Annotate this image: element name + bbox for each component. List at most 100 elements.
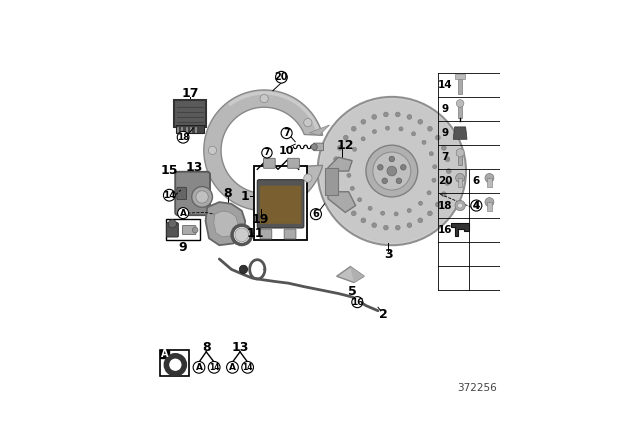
Text: 8: 8 <box>202 341 211 354</box>
Circle shape <box>361 119 366 124</box>
Circle shape <box>333 181 339 185</box>
Circle shape <box>358 198 362 202</box>
Text: 14: 14 <box>243 363 253 372</box>
Text: 13: 13 <box>186 161 203 174</box>
Text: 8: 8 <box>223 187 232 200</box>
Circle shape <box>337 146 342 151</box>
Text: 4: 4 <box>473 201 480 211</box>
Text: 9: 9 <box>442 104 449 114</box>
Polygon shape <box>214 211 237 237</box>
FancyBboxPatch shape <box>259 185 302 224</box>
Circle shape <box>383 112 388 117</box>
Circle shape <box>350 186 355 190</box>
Circle shape <box>347 173 351 177</box>
Polygon shape <box>328 157 352 171</box>
Circle shape <box>260 198 268 206</box>
Bar <box>254 166 307 240</box>
Polygon shape <box>351 267 364 283</box>
Circle shape <box>352 297 363 308</box>
Text: 18: 18 <box>438 201 452 211</box>
Circle shape <box>422 140 426 144</box>
Bar <box>166 220 200 240</box>
Circle shape <box>351 126 356 131</box>
Text: 372256: 372256 <box>458 383 497 392</box>
Circle shape <box>317 97 466 245</box>
Text: 16: 16 <box>438 225 452 235</box>
Circle shape <box>177 131 189 143</box>
Circle shape <box>348 160 352 164</box>
Circle shape <box>304 174 312 182</box>
Circle shape <box>168 220 177 228</box>
Circle shape <box>351 211 356 216</box>
Circle shape <box>455 200 465 211</box>
Bar <box>455 74 465 79</box>
Circle shape <box>361 218 366 223</box>
FancyBboxPatch shape <box>264 158 275 168</box>
Circle shape <box>366 145 418 197</box>
Circle shape <box>389 156 395 162</box>
Circle shape <box>396 225 400 230</box>
Text: 10: 10 <box>279 146 294 156</box>
Circle shape <box>337 192 342 197</box>
Circle shape <box>368 206 372 211</box>
Circle shape <box>428 126 432 131</box>
Circle shape <box>418 119 422 124</box>
Circle shape <box>208 146 216 155</box>
Text: A: A <box>180 209 187 218</box>
Circle shape <box>193 362 205 373</box>
Circle shape <box>401 164 406 170</box>
Circle shape <box>239 265 248 273</box>
Circle shape <box>382 178 387 184</box>
Circle shape <box>435 135 440 140</box>
Circle shape <box>471 200 482 211</box>
Circle shape <box>333 168 337 173</box>
Text: 9: 9 <box>179 241 188 254</box>
Circle shape <box>361 137 365 141</box>
Circle shape <box>396 178 402 184</box>
Text: 6: 6 <box>473 177 480 186</box>
Circle shape <box>442 146 446 151</box>
Text: 1: 1 <box>241 190 250 202</box>
Text: 14: 14 <box>163 191 175 200</box>
Circle shape <box>163 190 175 201</box>
Circle shape <box>310 209 321 220</box>
Circle shape <box>378 164 383 170</box>
Text: A: A <box>229 363 236 372</box>
Text: 11: 11 <box>247 227 264 240</box>
Circle shape <box>242 362 253 373</box>
Polygon shape <box>451 224 468 236</box>
Bar <box>458 152 462 165</box>
Circle shape <box>418 218 422 223</box>
Circle shape <box>433 165 436 169</box>
Polygon shape <box>204 90 323 211</box>
Polygon shape <box>453 127 467 139</box>
Circle shape <box>232 225 252 245</box>
FancyBboxPatch shape <box>287 158 300 168</box>
Bar <box>458 178 462 187</box>
Bar <box>458 104 462 118</box>
Circle shape <box>196 191 208 203</box>
Circle shape <box>193 227 198 233</box>
Bar <box>458 76 462 94</box>
Text: 14: 14 <box>209 363 220 372</box>
FancyBboxPatch shape <box>314 143 323 151</box>
Polygon shape <box>337 267 364 283</box>
Circle shape <box>399 127 403 131</box>
FancyBboxPatch shape <box>177 187 187 200</box>
Circle shape <box>304 118 312 127</box>
Circle shape <box>381 211 385 215</box>
Text: 13: 13 <box>231 341 249 354</box>
Circle shape <box>445 181 450 185</box>
Circle shape <box>260 95 268 103</box>
Circle shape <box>235 228 249 242</box>
Circle shape <box>177 207 189 219</box>
FancyBboxPatch shape <box>166 223 179 237</box>
Circle shape <box>427 191 431 195</box>
Text: 7: 7 <box>284 128 290 138</box>
Bar <box>160 350 170 358</box>
Text: 14: 14 <box>438 80 452 90</box>
FancyBboxPatch shape <box>175 172 210 215</box>
FancyBboxPatch shape <box>284 229 296 239</box>
Circle shape <box>458 203 463 208</box>
Circle shape <box>383 225 388 230</box>
